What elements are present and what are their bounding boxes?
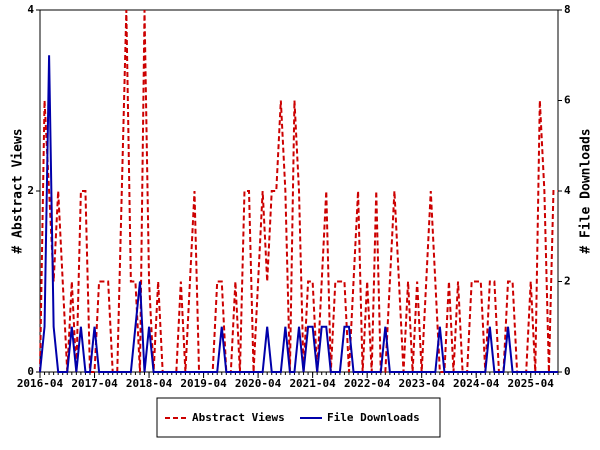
x-tick-label: 2018-04 [126,377,173,390]
x-tick-label: 2022-04 [344,377,391,390]
x-tick-label: 2024-04 [453,377,500,390]
legend-box [156,397,441,438]
x-tick-label: 2016-04 [17,377,64,390]
x-tick-label: 2021-04 [289,377,336,390]
x-tick-label: 2023-04 [399,377,446,390]
series-line [39,55,558,373]
x-tick-label: 2019-04 [180,377,227,390]
x-tick-label: 2017-04 [71,377,118,390]
y-tick-label: 0 [27,365,34,378]
y2-tick-label: 2 [564,275,571,288]
y2-axis-label: # File Downloads [579,128,594,253]
y-axis-label: # Abstract Views [11,128,26,253]
legend-label: Abstract Views [192,411,285,424]
y2-tick-label: 8 [564,3,571,16]
x-tick-label: 2020-04 [235,377,282,390]
y2-tick-label: 0 [564,365,571,378]
legend-label: File Downloads [327,411,420,424]
series-line [39,9,558,373]
y2-tick-label: 4 [564,184,571,197]
x-tick-label: 2025-04 [508,377,555,390]
y-tick-label: 2 [27,184,34,197]
y-tick-label: 4 [27,3,34,16]
y2-tick-label: 6 [564,94,571,107]
